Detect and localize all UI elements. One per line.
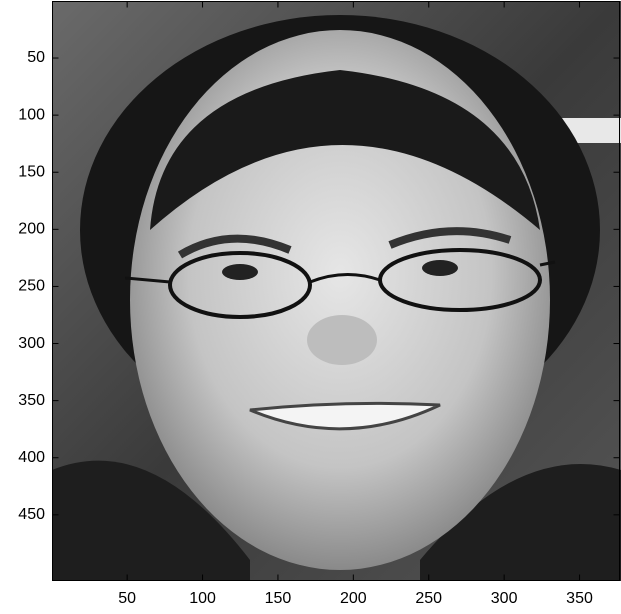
y-tick-label: 300 (18, 335, 45, 352)
y-tick-label: 50 (27, 49, 45, 66)
x-tick-label: 300 (491, 590, 518, 607)
y-tick-label: 150 (18, 163, 45, 180)
x-tick-label: 250 (415, 590, 442, 607)
x-tick-label: 150 (265, 590, 292, 607)
y-tick-label: 400 (18, 449, 45, 466)
y-tick-label: 350 (18, 392, 45, 409)
x-tick-label: 200 (340, 590, 367, 607)
y-tick-label: 100 (18, 106, 45, 123)
y-tick-label: 200 (18, 221, 45, 238)
photo (52, 1, 621, 581)
x-tick-label: 50 (118, 590, 136, 607)
y-tick-label: 450 (18, 506, 45, 523)
y-tick-label: 250 (18, 278, 45, 295)
figure: 50 100 150 200 250 300 350 50 100 150 200 250 300 350… (0, 0, 621, 614)
x-tick-label: 350 (566, 590, 593, 607)
x-tick-label: 100 (189, 590, 216, 607)
